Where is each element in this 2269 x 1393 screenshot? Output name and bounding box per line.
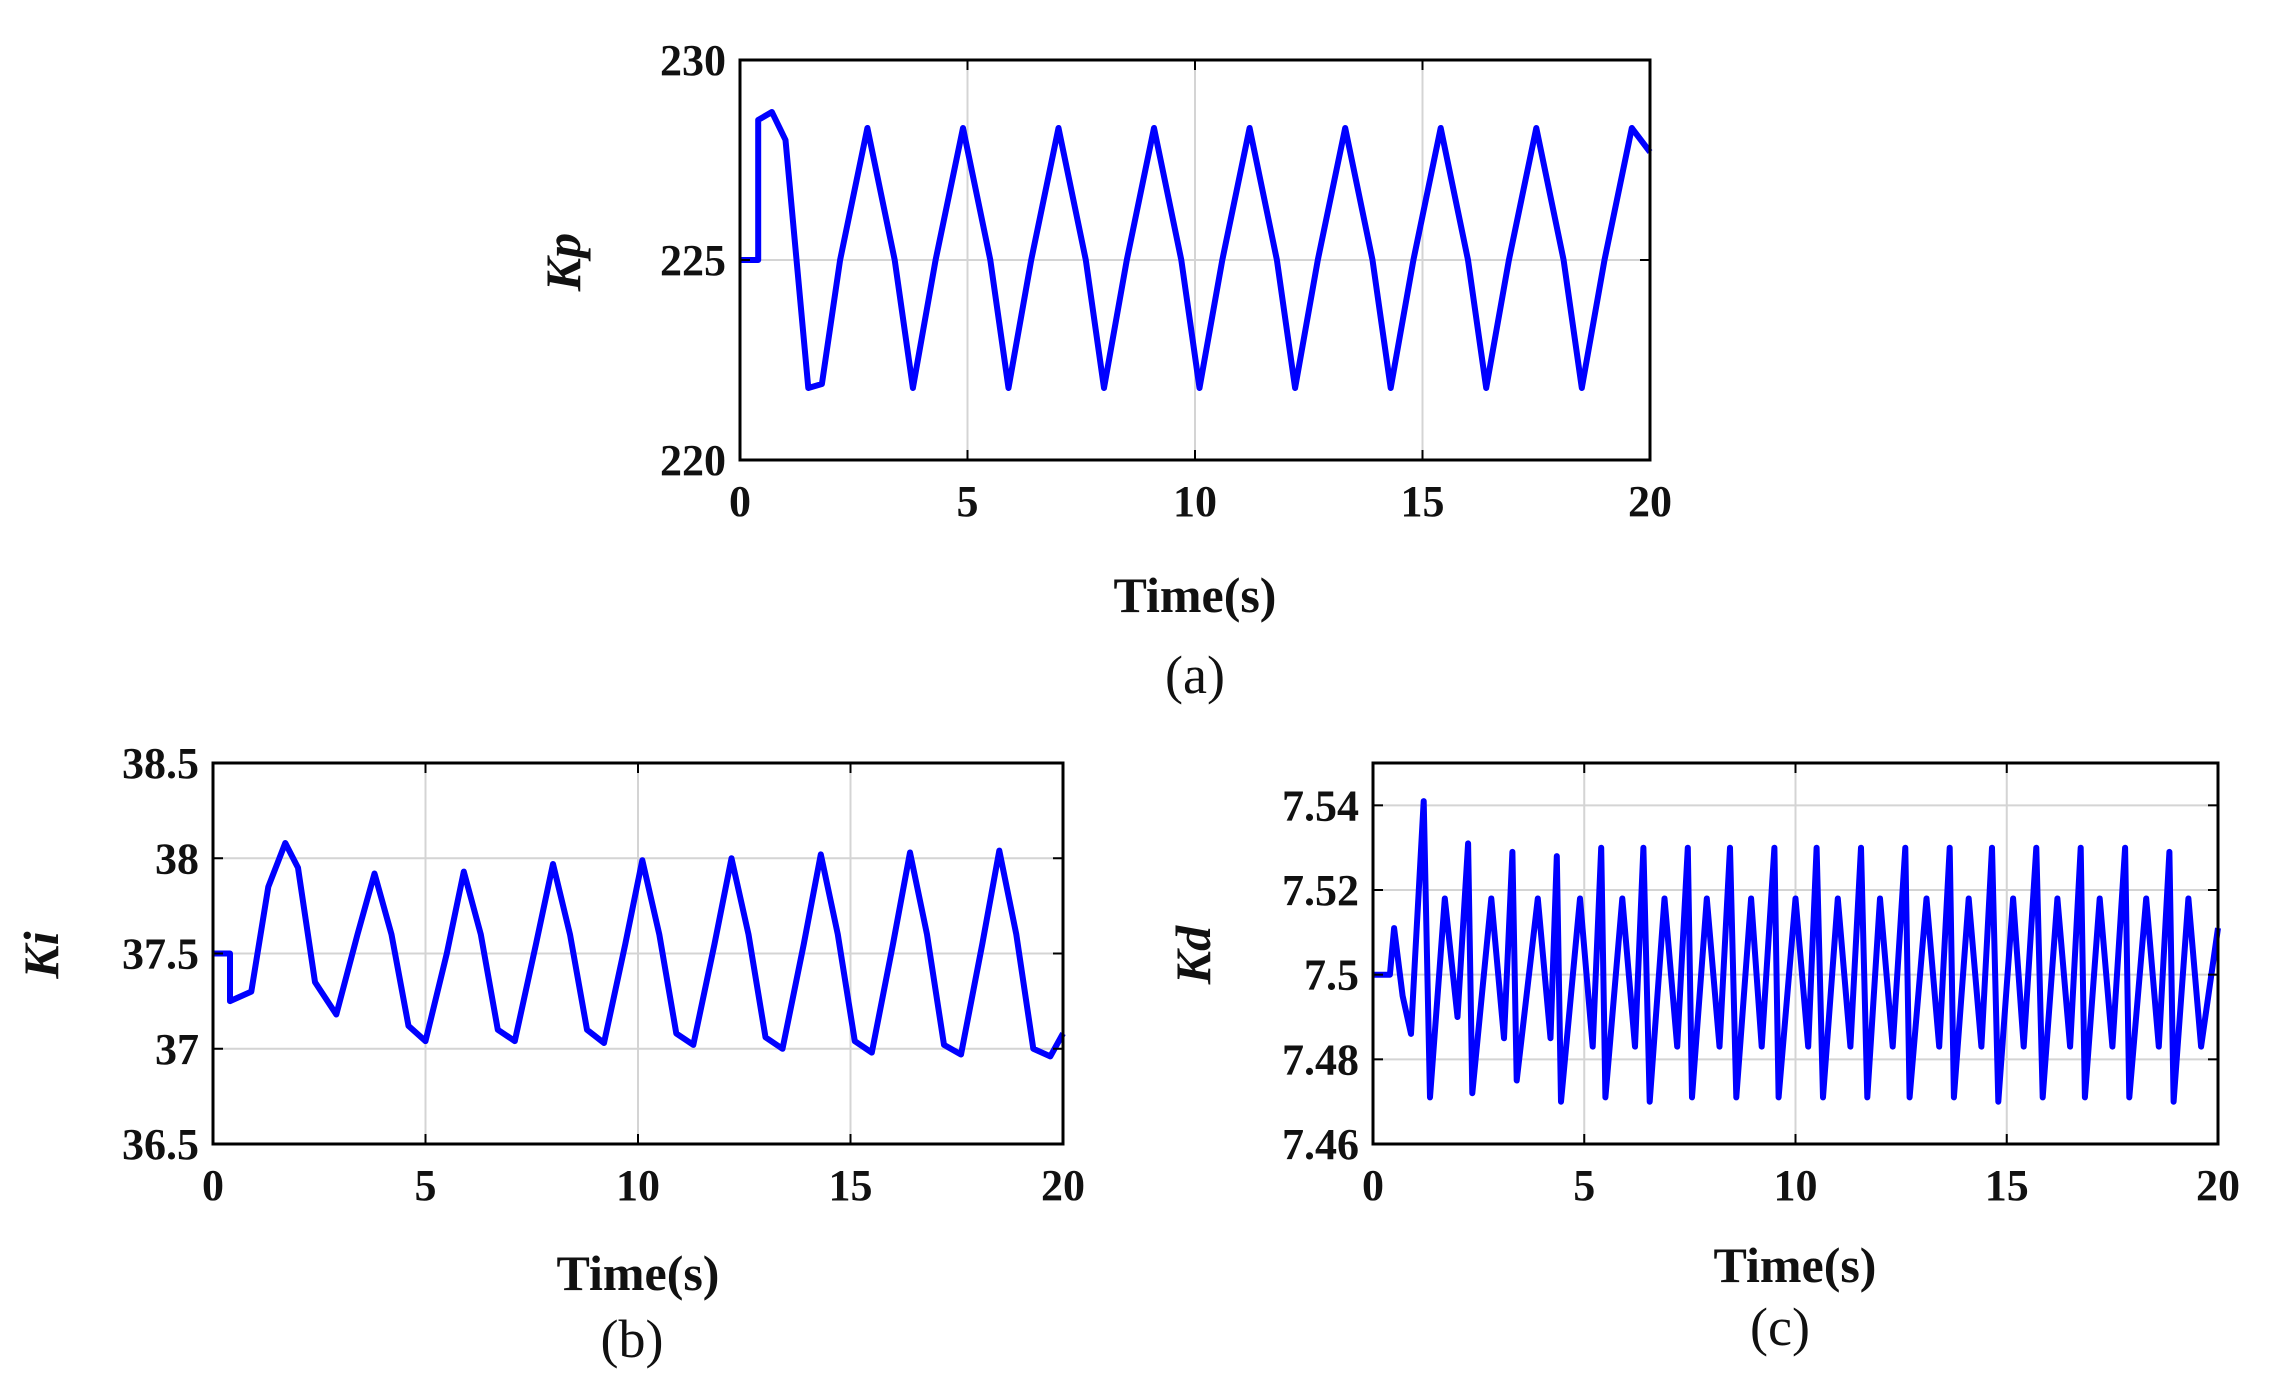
x-axis-label: Time(s) [557, 1245, 720, 1301]
series-line [213, 840, 1066, 1060]
y-tick-label: 36.5 [122, 1120, 199, 1169]
x-tick-label: 10 [1173, 477, 1217, 526]
x-tick-label: 20 [1628, 477, 1672, 526]
y-tick-label: 7.48 [1282, 1035, 1359, 1084]
x-tick-label: 5 [957, 477, 979, 526]
series-line [1373, 798, 2221, 1105]
x-axis-label: Time(s) [1114, 567, 1277, 623]
caption-b: (b) [601, 1309, 664, 1369]
y-axis-label: Ki [13, 931, 69, 979]
y-tick-label: 7.54 [1282, 781, 1359, 830]
x-tick-label: 5 [415, 1161, 437, 1210]
x-tick-label: 20 [2196, 1161, 2240, 1210]
y-tick-label: 37.5 [122, 930, 199, 979]
panel-a-kp-chart: 0 5 10 15 20 220 225 230 Time(s) Kp [535, 36, 1672, 623]
y-tick-label: 7.5 [1304, 951, 1359, 1000]
y-tick-label: 230 [660, 36, 726, 85]
y-tick-label: 225 [660, 236, 726, 285]
x-tick-label: 0 [1362, 1161, 1384, 1210]
y-tick-label: 38.5 [122, 739, 199, 788]
x-axis-label: Time(s) [1714, 1237, 1877, 1293]
x-tick-label: 0 [202, 1161, 224, 1210]
y-axis-label: Kp [535, 233, 591, 292]
x-tick-label: 15 [1985, 1161, 2029, 1210]
caption-c: (c) [1750, 1297, 1810, 1357]
y-tick-label: 220 [660, 436, 726, 485]
caption-a: (a) [1165, 645, 1225, 705]
y-tick-label: 7.52 [1282, 866, 1359, 915]
y-tick-label: 37 [155, 1025, 199, 1074]
panel-c-kd-chart: 0 5 10 15 20 7.46 7.48 7.5 7.52 7.54 Time(s) Kd [1165, 761, 2240, 1293]
x-tick-label: 20 [1041, 1161, 1085, 1210]
x-tick-label: 15 [829, 1161, 873, 1210]
x-tick-label: 0 [729, 477, 751, 526]
panel-b-ki-chart: 0 5 10 15 20 36.5 37 37.5 38 38.5 Time(s) Ki [13, 739, 1085, 1301]
x-tick-label: 5 [1573, 1161, 1595, 1210]
y-axis-label: Kd [1165, 925, 1221, 985]
y-tick-label: 38 [155, 834, 199, 883]
y-tick-label: 7.46 [1282, 1120, 1359, 1169]
x-tick-label: 15 [1401, 477, 1445, 526]
x-tick-label: 10 [1774, 1161, 1818, 1210]
x-tick-label: 10 [616, 1161, 660, 1210]
series-line [740, 109, 1653, 391]
